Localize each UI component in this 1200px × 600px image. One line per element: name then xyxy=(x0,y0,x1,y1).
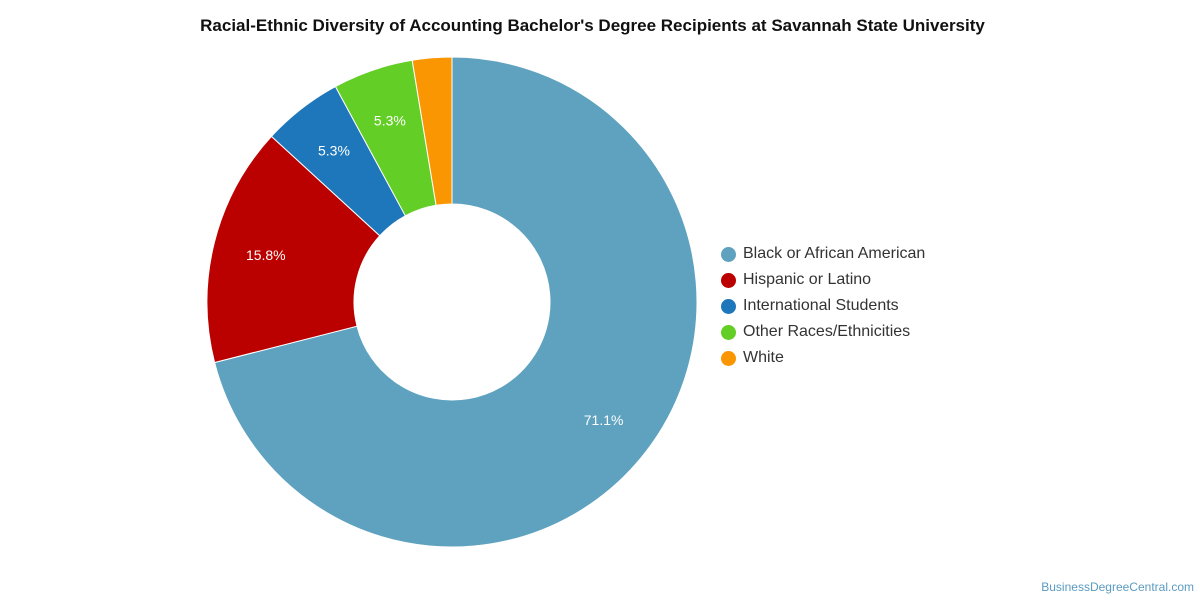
legend-swatch-other-races-ethnicities xyxy=(721,324,736,340)
legend-swatch-international-students xyxy=(721,298,736,314)
legend-swatch-black-or-african-american xyxy=(721,246,736,262)
legend-item-white[interactable]: White xyxy=(721,345,925,371)
legend-item-international-students[interactable]: International Students xyxy=(721,293,925,319)
legend-label: International Students xyxy=(743,297,899,314)
legend-label: Black or African American xyxy=(743,245,926,262)
legend-item-hispanic-or-latino[interactable]: Hispanic or Latino xyxy=(721,267,925,293)
legend-label: Other Races/Ethnicities xyxy=(743,323,911,340)
legend-swatch-white xyxy=(721,350,736,366)
slice-white[interactable] xyxy=(411,56,453,206)
donut-slice-labels: 71.1% 15.8% 5.3% 5.3% xyxy=(246,112,624,427)
slice-hispanic-or-latino[interactable] xyxy=(206,135,381,364)
watermark: BusinessDegreeCentral.com xyxy=(1041,580,1194,594)
slice-label-international-students: 5.3% xyxy=(318,143,350,159)
slice-label-hispanic-or-latino: 15.8% xyxy=(246,247,286,263)
legend-label: Hispanic or Latino xyxy=(743,271,872,288)
slice-label-other-races-ethnicities: 5.3% xyxy=(374,112,406,128)
donut-slices xyxy=(206,56,698,548)
slice-label-black-or-african-american: 71.1% xyxy=(584,412,624,428)
legend-label: White xyxy=(743,349,784,366)
chart-legend: Black or African American Hispanic or Lat… xyxy=(721,241,925,371)
legend-swatch-hispanic-or-latino xyxy=(721,272,736,288)
slice-black-or-african-american[interactable] xyxy=(213,56,698,548)
legend-item-black-or-african-american[interactable]: Black or African American xyxy=(721,241,925,267)
chart-title: Racial-Ethnic Diversity of Accounting Ba… xyxy=(200,16,985,35)
legend-item-other-races-ethnicities[interactable]: Other Races/Ethnicities xyxy=(721,319,925,345)
